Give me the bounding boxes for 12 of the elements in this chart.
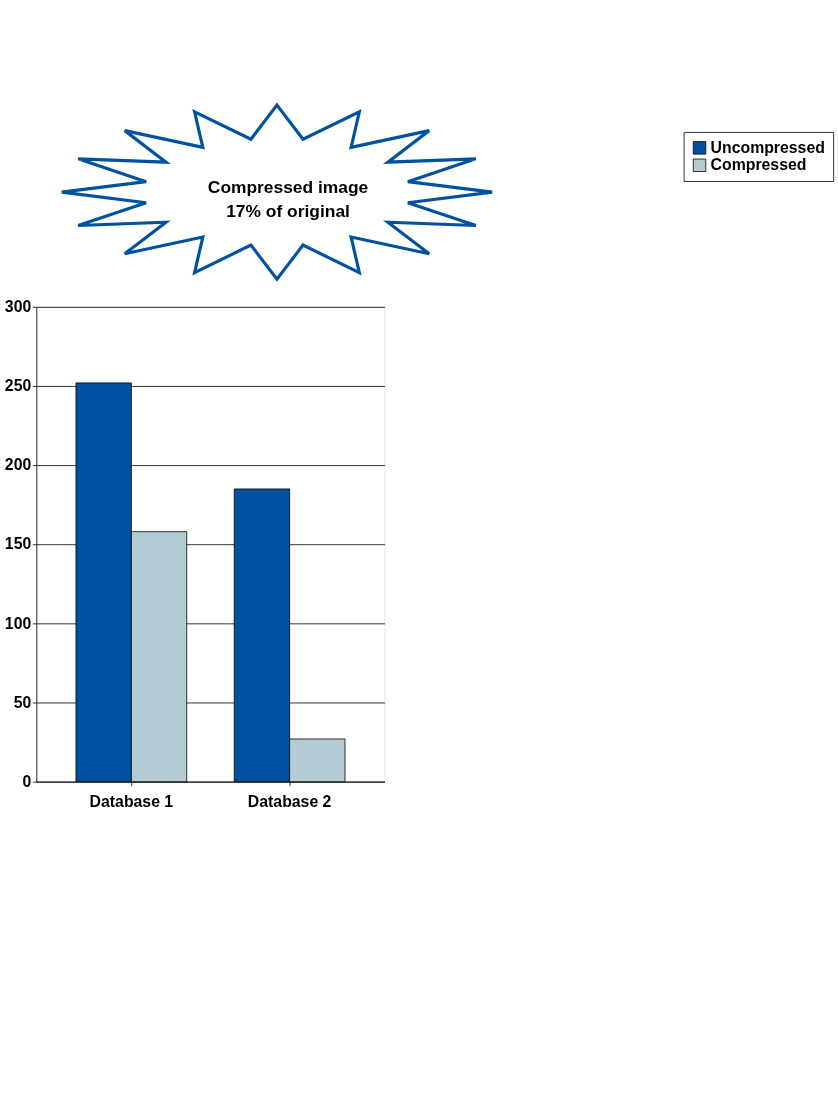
y-tick-label: 150: [4, 535, 32, 553]
x-tick-label: Database 2: [247, 792, 332, 810]
y-tick-label: 50: [13, 693, 32, 711]
y-tick-label: 200: [4, 456, 32, 474]
text: Compressed image 17% of original: [207, 176, 369, 221]
y-tick-label: 300: [4, 298, 32, 316]
y-tick-label: 100: [4, 614, 32, 632]
y-tick-label: 0: [22, 772, 32, 790]
legend-label: Compressed: [710, 156, 807, 174]
y-tick-label: 250: [4, 377, 32, 395]
x-tick-label: Database 1: [89, 792, 174, 810]
legend-label: Uncompressed: [710, 138, 825, 156]
